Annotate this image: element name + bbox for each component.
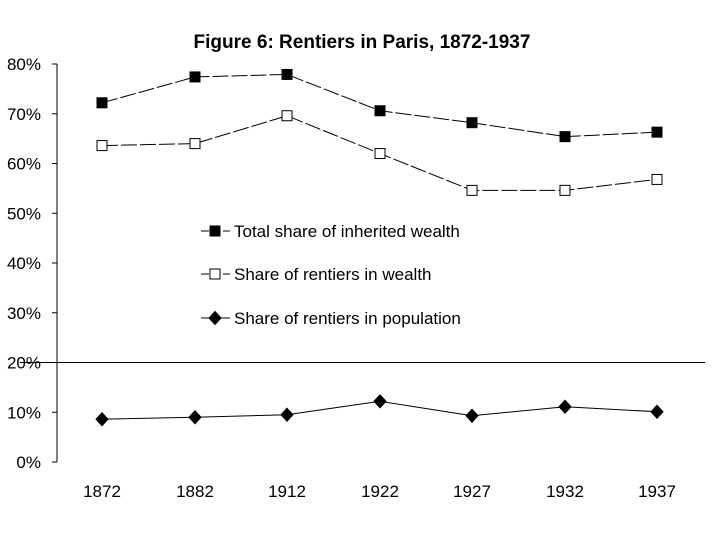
y-tick-label: 30% <box>7 304 41 323</box>
y-tick-label: 70% <box>7 105 41 124</box>
legend-marker-rentiers-population <box>208 310 222 326</box>
legend-marker-rentiers-wealth <box>209 268 221 280</box>
y-tick-label: 40% <box>7 254 41 273</box>
data-point-rentiers-population <box>558 399 572 415</box>
y-tick-label: 60% <box>7 155 41 174</box>
data-point-rentiers-population <box>280 407 294 422</box>
x-tick-label: 1927 <box>453 482 491 501</box>
legend-label-inherited-wealth: Total share of inherited wealth <box>234 222 460 241</box>
data-point-rentiers-wealth <box>374 148 386 160</box>
y-tick-label: 0% <box>16 453 41 472</box>
data-point-rentiers-wealth <box>189 138 201 150</box>
data-point-rentiers-population <box>465 408 479 423</box>
y-tick-label: 20% <box>7 354 41 373</box>
data-point-inherited-wealth <box>281 68 293 80</box>
data-point-rentiers-wealth <box>466 184 478 196</box>
x-tick-label: 1912 <box>268 482 306 501</box>
data-point-rentiers-wealth <box>559 184 571 196</box>
data-point-rentiers-wealth <box>96 140 108 152</box>
x-tick-label: 1872 <box>83 482 121 501</box>
y-tick-label: 50% <box>7 204 41 223</box>
x-axis-ticks: 1872 1882 1912 1922 1927 1932 1937 <box>83 482 676 501</box>
data-point-rentiers-population <box>95 411 109 427</box>
chart-title: Figure 6: Rentiers in Paris, 1872-1937 <box>194 32 531 53</box>
data-point-rentiers-wealth <box>281 110 293 122</box>
data-point-inherited-wealth <box>651 126 663 138</box>
legend: Total share of inherited wealth Share of … <box>201 222 461 328</box>
y-tick-label: 80% <box>7 55 41 74</box>
x-tick-label: 1932 <box>546 482 584 501</box>
data-point-rentiers-population <box>188 409 202 425</box>
series-markers <box>95 68 664 427</box>
x-tick-label: 1922 <box>361 482 399 501</box>
x-tick-label: 1882 <box>176 482 214 501</box>
data-point-inherited-wealth <box>374 105 386 117</box>
y-axis-ticks: 0% 10% 20% 30% 40% 50% 60% 70% 80% <box>7 55 57 472</box>
data-point-inherited-wealth <box>559 131 571 143</box>
data-point-rentiers-population <box>650 404 664 419</box>
series-lines <box>101 73 658 420</box>
data-point-inherited-wealth <box>189 71 201 83</box>
x-tick-label: 1937 <box>638 482 676 501</box>
legend-label-rentiers-wealth: Share of rentiers in wealth <box>234 265 432 284</box>
legend-label-rentiers-population: Share of rentiers in population <box>234 309 461 328</box>
data-point-inherited-wealth <box>466 117 478 129</box>
data-point-inherited-wealth <box>96 97 108 109</box>
legend-marker-inherited-wealth <box>209 225 221 237</box>
y-tick-label: 10% <box>7 403 41 422</box>
data-point-rentiers-population <box>373 394 387 409</box>
data-point-rentiers-wealth <box>651 173 663 185</box>
